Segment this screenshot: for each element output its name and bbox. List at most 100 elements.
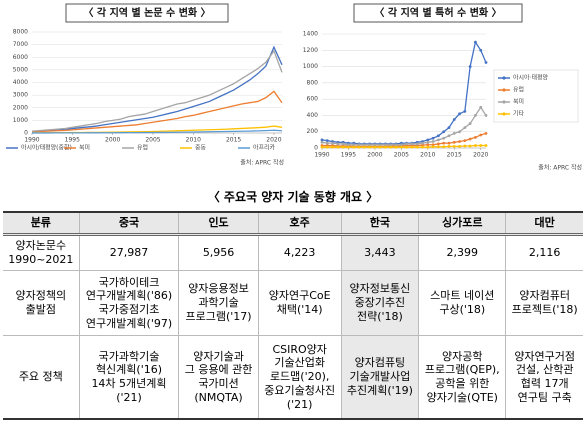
x-tick-label: 2010	[420, 152, 435, 159]
point	[447, 126, 451, 130]
legend-marker	[502, 112, 506, 116]
point	[368, 143, 372, 147]
point	[347, 143, 350, 147]
point	[484, 131, 488, 135]
point	[384, 145, 387, 149]
point	[399, 143, 403, 147]
x-tick-label: 1995	[341, 152, 356, 159]
y-tick-label: 6000	[13, 54, 28, 61]
point	[325, 139, 329, 143]
point	[436, 138, 440, 142]
point	[426, 143, 430, 147]
point	[479, 48, 483, 52]
point	[341, 142, 345, 146]
point	[468, 144, 472, 148]
point	[368, 145, 372, 149]
point	[320, 140, 324, 144]
point	[421, 141, 424, 145]
point	[352, 143, 356, 147]
point	[468, 65, 472, 68]
chart: 〈 각 지역 별 논문 수 변화 〉 0 1000 2000 3000 4000 5000…	[6, 3, 284, 167]
x-tick-label: 2005	[145, 137, 160, 144]
point	[378, 143, 382, 147]
table-cell: 27,987	[78, 234, 180, 271]
y-tick-label: 1000	[303, 63, 318, 70]
point	[331, 145, 334, 149]
point	[442, 130, 446, 134]
y-tick-label: 1400	[303, 31, 318, 38]
source-note: 출처: APRC 작성	[240, 159, 284, 167]
y-tick-label: 4000	[13, 79, 28, 86]
point	[410, 142, 414, 146]
point	[431, 145, 435, 149]
legend-label: 유럽	[513, 86, 524, 94]
point	[458, 144, 461, 148]
point	[320, 145, 324, 149]
chart: 〈 각 지역 별 특허 수 변화 〉 0 200 400 600 800 1000 1200…	[303, 3, 582, 172]
table-cell: 양자연구CoE 채택('14)	[257, 270, 342, 336]
point	[463, 109, 467, 113]
point	[325, 141, 329, 145]
header-cell: 중국	[78, 211, 180, 236]
point	[474, 114, 477, 117]
point	[452, 140, 456, 144]
y-tick-label: 0	[24, 130, 28, 137]
legend-label: 아시아/태평양(중합)	[21, 144, 72, 152]
point	[442, 136, 446, 140]
chart-title: 〈 각 지역 별 논문 수 변화 〉	[83, 6, 210, 19]
point	[463, 126, 467, 130]
series-line	[31, 45, 283, 133]
series-line	[31, 90, 283, 133]
legend-label: 북미	[513, 98, 524, 106]
point	[362, 145, 366, 149]
point	[436, 134, 440, 138]
x-tick-label: 2000	[105, 137, 120, 144]
source-note: 출처: APRC 작성	[538, 164, 582, 172]
series-line	[321, 40, 487, 145]
header-cell: 호주	[257, 211, 342, 236]
point	[431, 140, 435, 143]
header-cell: 분류	[3, 211, 80, 236]
point	[357, 145, 361, 149]
series-line	[31, 49, 283, 132]
point	[458, 140, 461, 143]
point	[389, 143, 393, 147]
row-label: 주요 정책	[3, 335, 80, 420]
table-cell: 5,956	[178, 234, 259, 271]
table-cell: 2,116	[505, 234, 583, 271]
point	[442, 141, 446, 145]
x-tick-label: 1990	[314, 152, 329, 159]
x-tick-label: 2015	[447, 152, 462, 159]
header-cell: 대만	[505, 211, 583, 236]
legend-label: 아프리카	[253, 144, 276, 152]
point	[357, 143, 361, 147]
point	[347, 145, 350, 149]
point	[394, 145, 398, 149]
point	[474, 136, 477, 139]
x-tick-label: 2005	[394, 152, 409, 159]
table-cell: 스마트 네이션 구상('18)	[418, 270, 507, 336]
point	[484, 144, 488, 147]
table-cell: 양자컴퓨팅 기술개발사업 추진계획('19)	[340, 335, 420, 420]
point	[442, 145, 446, 149]
table-cell: CSIRO양자 기술산업화 로드맵('20), 중요기술청사진 ('21)	[257, 335, 342, 420]
table-cell: 양자기술과 그 응용에 관한 국가미션 (NMQTA)	[178, 335, 259, 420]
y-tick-label: 0	[314, 145, 318, 152]
point	[452, 131, 456, 135]
point	[336, 145, 340, 149]
header-row: 분류 중국 인도 호주 한국 싱가포르 대만	[3, 211, 583, 236]
title-box	[353, 3, 523, 23]
chart-title: 〈 각 지역 별 특허 수 변화 〉	[374, 6, 501, 19]
point	[426, 138, 430, 142]
point	[458, 112, 461, 116]
point	[384, 143, 387, 147]
point	[463, 139, 467, 143]
y-tick-label: 7000	[13, 41, 28, 48]
point	[352, 145, 356, 149]
point	[399, 145, 403, 149]
point	[479, 105, 483, 109]
y-tick-label: 5000	[13, 66, 28, 73]
point	[325, 145, 329, 149]
table-cell: 양자정보통신 중장기추진 전략('18)	[340, 270, 420, 336]
legend-marker	[502, 100, 506, 104]
